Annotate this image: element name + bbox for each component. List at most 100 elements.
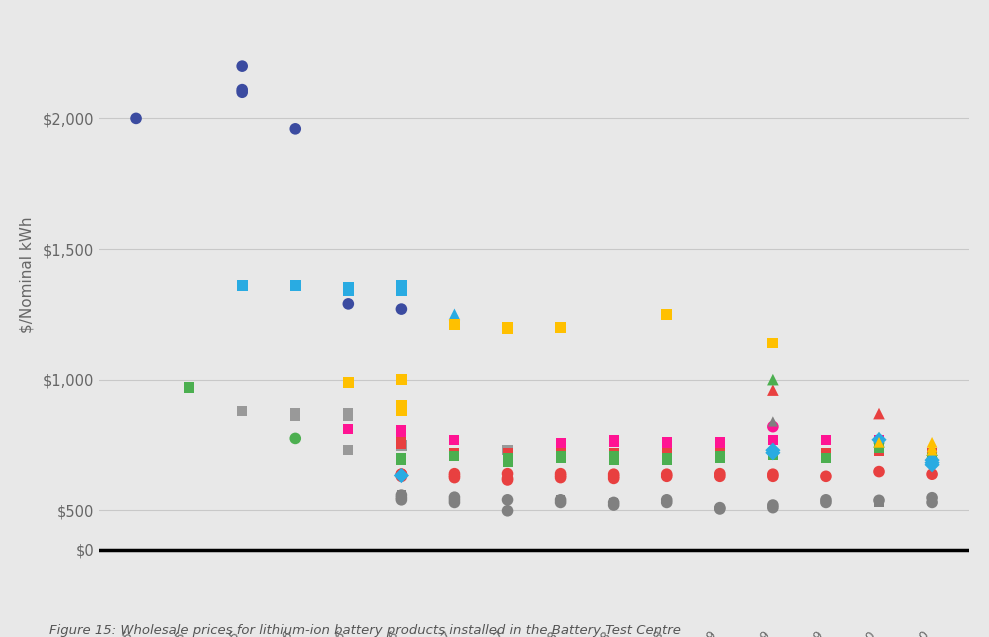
Point <box>764 448 780 458</box>
Point <box>288 280 304 290</box>
Point <box>394 470 409 480</box>
Point <box>394 471 409 482</box>
Point <box>553 322 569 333</box>
Point <box>447 492 463 503</box>
Point <box>764 469 780 479</box>
Point <box>340 283 356 294</box>
Point <box>394 401 409 411</box>
Point <box>659 471 674 482</box>
Point <box>553 450 569 460</box>
Point <box>924 448 940 458</box>
Point <box>553 438 569 448</box>
Point <box>447 473 463 483</box>
Point <box>447 495 463 505</box>
Point <box>818 495 834 505</box>
Point <box>871 440 887 450</box>
Point <box>764 448 780 458</box>
Point <box>712 448 728 458</box>
Point <box>553 448 569 458</box>
Point <box>818 497 834 508</box>
Point <box>924 455 940 465</box>
Point <box>553 452 569 462</box>
Point <box>288 408 304 419</box>
Point <box>447 497 463 508</box>
Point <box>394 490 409 500</box>
Point <box>447 309 463 319</box>
Point <box>712 469 728 479</box>
Point <box>605 451 621 461</box>
Point <box>871 497 887 508</box>
Point <box>288 411 304 421</box>
Point <box>340 285 356 296</box>
Point <box>712 453 728 463</box>
Point <box>605 450 621 460</box>
Point <box>659 452 674 462</box>
Point <box>605 455 621 465</box>
Point <box>818 453 834 463</box>
Point <box>871 435 887 445</box>
Point <box>764 375 780 385</box>
Point <box>553 495 569 505</box>
Point <box>447 451 463 461</box>
Point <box>394 304 409 314</box>
Point <box>659 497 674 508</box>
Point <box>553 451 569 461</box>
Point <box>764 471 780 482</box>
Point <box>394 469 409 479</box>
Point <box>553 469 569 479</box>
Point <box>659 450 674 460</box>
Point <box>764 450 780 460</box>
Point <box>764 448 780 458</box>
Point <box>234 85 250 95</box>
Point <box>605 448 621 458</box>
Point <box>924 442 940 452</box>
Point <box>394 425 409 435</box>
Point <box>394 495 409 505</box>
Point <box>499 450 515 460</box>
Point <box>871 443 887 453</box>
Point <box>871 437 887 447</box>
Point <box>659 448 674 458</box>
Point <box>871 434 887 445</box>
Point <box>605 437 621 447</box>
Point <box>499 506 515 516</box>
Point <box>234 87 250 97</box>
Point <box>340 377 356 387</box>
Point <box>553 495 569 505</box>
Point <box>394 427 409 437</box>
Point <box>924 497 940 508</box>
Point <box>499 453 515 463</box>
Point <box>712 451 728 461</box>
Point <box>340 282 356 292</box>
Point <box>871 466 887 476</box>
Point <box>605 471 621 482</box>
Point <box>605 434 621 445</box>
Point <box>712 504 728 514</box>
Point <box>764 417 780 427</box>
Point <box>659 495 674 505</box>
Point <box>394 437 409 447</box>
Point <box>499 469 515 479</box>
Point <box>605 500 621 510</box>
Point <box>553 473 569 483</box>
Point <box>712 471 728 482</box>
Point <box>712 503 728 513</box>
Point <box>871 446 887 456</box>
Point <box>394 375 409 385</box>
Point <box>924 450 940 460</box>
Point <box>659 469 674 479</box>
Point <box>818 450 834 460</box>
Point <box>129 113 144 124</box>
Point <box>394 286 409 296</box>
Point <box>712 452 728 462</box>
Point <box>499 322 515 333</box>
Point <box>340 411 356 421</box>
Point <box>764 445 780 455</box>
Point <box>871 408 887 419</box>
Point <box>871 437 887 447</box>
Point <box>394 406 409 416</box>
Point <box>340 285 356 296</box>
Point <box>924 448 940 458</box>
Point <box>499 448 515 458</box>
Point <box>818 471 834 482</box>
